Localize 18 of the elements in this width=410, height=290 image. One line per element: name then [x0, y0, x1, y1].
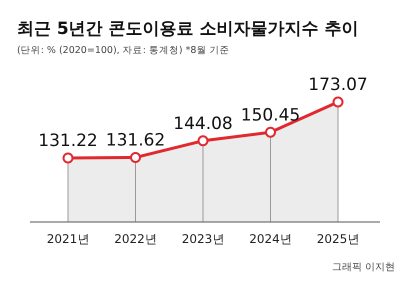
x-tick-label: 2024년 — [249, 232, 292, 246]
point — [198, 135, 208, 146]
point — [130, 152, 141, 163]
annotation: 그래픽 이지현 — [332, 262, 395, 273]
point — [62, 152, 74, 164]
x-tick-label: 2025년 — [316, 232, 360, 246]
data-label: 173.07 — [308, 75, 368, 95]
x-tick-label: 2022년 — [114, 232, 157, 246]
chart-title: 최근 5년간 콘도이용료 소비자물가지수 추이 — [17, 19, 359, 39]
point — [332, 96, 344, 108]
data-label: 144.08 — [173, 114, 233, 134]
data-label: 150.45 — [240, 105, 300, 126]
data-label: 131.62 — [106, 130, 166, 150]
point — [265, 126, 276, 138]
chart-subtitle: (단위: % (2020=100), 자료: 통계청) *8월 기준 — [17, 45, 230, 56]
x-tick-label: 2023년 — [182, 232, 224, 246]
data-label: 131.22 — [38, 131, 98, 151]
x-tick-label: 2021년 — [46, 232, 90, 246]
